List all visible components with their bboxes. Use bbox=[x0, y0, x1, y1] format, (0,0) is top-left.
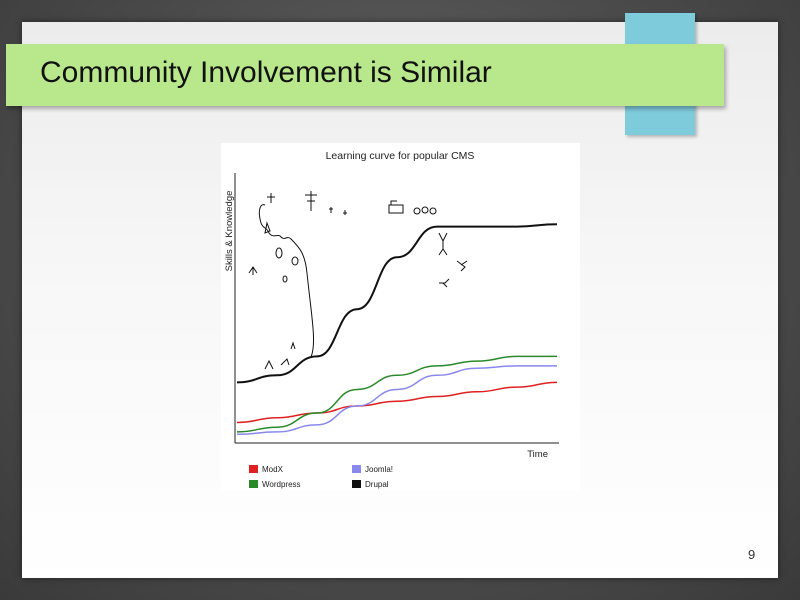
legend-swatch-joomla bbox=[352, 465, 361, 473]
series-layer bbox=[236, 223, 558, 436]
cliff-doodle-illustration bbox=[248, 191, 468, 370]
series-line-wordpress bbox=[236, 355, 557, 433]
legend-label-joomla: Joomla! bbox=[365, 465, 393, 474]
legend-item-joomla: Joomla! bbox=[352, 465, 393, 474]
legend-swatch-modx bbox=[249, 465, 258, 473]
chart-legend: ModX Joomla! Wordpress Drupal bbox=[249, 465, 393, 489]
legend-swatch-wordpress bbox=[249, 480, 258, 488]
legend-label-wordpress: Wordpress bbox=[262, 480, 301, 489]
legend-item-wordpress: Wordpress bbox=[249, 480, 301, 489]
learning-curve-chart: Learning curve for popular CMS Skills & … bbox=[224, 150, 559, 489]
chart-figure: Learning curve for popular CMS Skills & … bbox=[221, 143, 580, 491]
legend-item-drupal: Drupal bbox=[352, 480, 389, 489]
series-line-joomla bbox=[236, 365, 557, 436]
x-axis-label: Time bbox=[527, 449, 548, 460]
legend-item-modx: ModX bbox=[249, 465, 284, 474]
series-line-drupal bbox=[236, 223, 558, 384]
chart-title: Learning curve for popular CMS bbox=[326, 150, 475, 162]
slide-title: Community Involvement is Similar bbox=[40, 56, 492, 89]
title-banner bbox=[6, 44, 724, 106]
series-line-modx bbox=[236, 381, 558, 424]
legend-label-modx: ModX bbox=[262, 465, 284, 474]
page-number: 9 bbox=[748, 547, 756, 562]
legend-swatch-drupal bbox=[352, 480, 361, 488]
legend-label-drupal: Drupal bbox=[365, 480, 389, 489]
y-axis-label: Skills & Knowledge bbox=[224, 191, 235, 272]
